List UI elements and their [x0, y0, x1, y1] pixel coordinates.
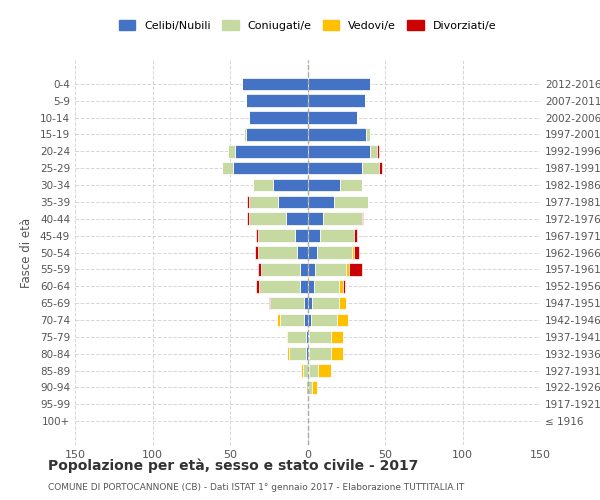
- Bar: [308, 330, 309, 343]
- Bar: [308, 145, 370, 158]
- Bar: [308, 364, 309, 377]
- Bar: [261, 263, 300, 276]
- Bar: [338, 280, 343, 292]
- Bar: [354, 246, 359, 259]
- Bar: [248, 111, 308, 124]
- Bar: [244, 128, 245, 141]
- Bar: [367, 128, 370, 141]
- Bar: [304, 314, 308, 326]
- Bar: [304, 297, 308, 310]
- Bar: [286, 330, 287, 343]
- Bar: [258, 230, 295, 242]
- Bar: [245, 128, 308, 141]
- Bar: [331, 330, 343, 343]
- Bar: [306, 381, 308, 394]
- Bar: [308, 162, 362, 174]
- Bar: [233, 162, 308, 174]
- Bar: [315, 263, 346, 276]
- Bar: [306, 348, 308, 360]
- Y-axis label: Fasce di età: Fasce di età: [20, 218, 33, 288]
- Bar: [247, 212, 248, 225]
- Bar: [287, 348, 289, 360]
- Text: COMUNE DI PORTOCANNONE (CB) - Dati ISTAT 1° gennaio 2017 - Elaborazione TUTTITAL: COMUNE DI PORTOCANNONE (CB) - Dati ISTAT…: [48, 483, 464, 492]
- Bar: [278, 196, 308, 208]
- Bar: [377, 145, 379, 158]
- Bar: [235, 145, 308, 158]
- Bar: [309, 330, 331, 343]
- Bar: [229, 145, 235, 158]
- Bar: [338, 297, 346, 310]
- Bar: [317, 246, 352, 259]
- Bar: [340, 178, 362, 192]
- Bar: [308, 381, 312, 394]
- Bar: [352, 246, 354, 259]
- Bar: [270, 297, 304, 310]
- Bar: [303, 364, 308, 377]
- Bar: [312, 381, 317, 394]
- Bar: [300, 263, 308, 276]
- Bar: [323, 212, 362, 225]
- Bar: [308, 398, 309, 410]
- Bar: [349, 263, 362, 276]
- Bar: [248, 212, 286, 225]
- Bar: [308, 246, 317, 259]
- Bar: [362, 162, 379, 174]
- Bar: [312, 297, 338, 310]
- Bar: [296, 246, 308, 259]
- Bar: [248, 196, 278, 208]
- Bar: [247, 196, 248, 208]
- Bar: [309, 348, 331, 360]
- Bar: [269, 297, 271, 310]
- Bar: [346, 263, 349, 276]
- Bar: [286, 212, 308, 225]
- Bar: [308, 196, 334, 208]
- Bar: [362, 212, 364, 225]
- Bar: [242, 78, 308, 90]
- Bar: [319, 364, 331, 377]
- Bar: [295, 230, 308, 242]
- Bar: [222, 162, 233, 174]
- Bar: [354, 230, 357, 242]
- Bar: [308, 348, 309, 360]
- Bar: [308, 94, 365, 107]
- Bar: [308, 128, 367, 141]
- Bar: [308, 263, 315, 276]
- Bar: [256, 280, 259, 292]
- Bar: [308, 230, 320, 242]
- Bar: [253, 178, 274, 192]
- Bar: [309, 364, 319, 377]
- Bar: [255, 246, 258, 259]
- Bar: [334, 196, 368, 208]
- Bar: [337, 314, 348, 326]
- Bar: [280, 314, 304, 326]
- Bar: [308, 280, 314, 292]
- Bar: [311, 314, 337, 326]
- Bar: [331, 348, 343, 360]
- Bar: [289, 348, 306, 360]
- Bar: [308, 314, 311, 326]
- Bar: [308, 297, 312, 310]
- Bar: [259, 280, 300, 292]
- Bar: [308, 111, 357, 124]
- Bar: [308, 78, 370, 90]
- Bar: [300, 280, 308, 292]
- Bar: [274, 178, 308, 192]
- Bar: [258, 246, 296, 259]
- Bar: [245, 94, 308, 107]
- Bar: [301, 364, 303, 377]
- Bar: [258, 263, 261, 276]
- Bar: [287, 330, 306, 343]
- Bar: [343, 280, 344, 292]
- Bar: [256, 230, 258, 242]
- Bar: [379, 162, 382, 174]
- Bar: [308, 212, 323, 225]
- Bar: [308, 178, 340, 192]
- Bar: [277, 314, 280, 326]
- Bar: [320, 230, 354, 242]
- Bar: [370, 145, 377, 158]
- Text: Popolazione per età, sesso e stato civile - 2017: Popolazione per età, sesso e stato civil…: [48, 458, 418, 473]
- Bar: [306, 330, 308, 343]
- Bar: [314, 280, 338, 292]
- Legend: Celibi/Nubili, Coniugati/e, Vedovi/e, Divorziati/e: Celibi/Nubili, Coniugati/e, Vedovi/e, Di…: [114, 16, 501, 35]
